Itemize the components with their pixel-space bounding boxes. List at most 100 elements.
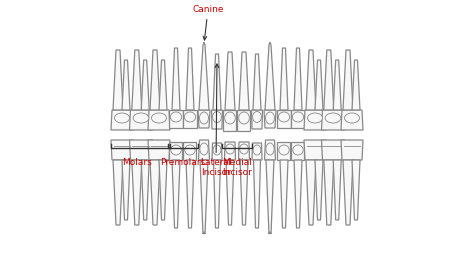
Polygon shape	[150, 160, 160, 225]
Ellipse shape	[152, 113, 166, 123]
Ellipse shape	[239, 144, 248, 154]
Ellipse shape	[185, 145, 195, 155]
Polygon shape	[294, 48, 302, 110]
Polygon shape	[226, 160, 234, 225]
Polygon shape	[294, 160, 302, 228]
Polygon shape	[240, 160, 248, 225]
Polygon shape	[141, 60, 149, 110]
Polygon shape	[148, 110, 170, 130]
Ellipse shape	[345, 113, 359, 123]
Polygon shape	[324, 50, 334, 110]
Polygon shape	[170, 142, 182, 160]
Polygon shape	[239, 52, 249, 110]
Polygon shape	[264, 110, 276, 128]
Polygon shape	[304, 110, 326, 130]
Polygon shape	[324, 160, 334, 225]
Polygon shape	[252, 110, 263, 129]
Polygon shape	[306, 50, 316, 110]
Polygon shape	[198, 110, 210, 128]
Polygon shape	[238, 142, 249, 160]
Polygon shape	[306, 160, 316, 225]
Polygon shape	[280, 48, 288, 110]
Polygon shape	[186, 160, 194, 228]
Polygon shape	[199, 140, 210, 160]
Polygon shape	[321, 110, 345, 130]
Polygon shape	[129, 140, 153, 160]
Polygon shape	[315, 160, 323, 220]
Ellipse shape	[266, 143, 274, 155]
Text: Lateral
Incisor: Lateral Incisor	[200, 64, 232, 177]
Polygon shape	[212, 143, 222, 160]
Ellipse shape	[171, 145, 181, 155]
Polygon shape	[343, 50, 353, 110]
Ellipse shape	[213, 111, 221, 123]
Ellipse shape	[253, 111, 261, 123]
Polygon shape	[199, 42, 209, 110]
Polygon shape	[224, 110, 237, 131]
Polygon shape	[343, 160, 353, 225]
Polygon shape	[111, 110, 133, 130]
Polygon shape	[352, 60, 360, 110]
Text: Molars: Molars	[123, 158, 152, 167]
Polygon shape	[113, 50, 123, 110]
Ellipse shape	[278, 112, 290, 122]
Polygon shape	[277, 142, 291, 160]
Polygon shape	[200, 160, 208, 234]
Polygon shape	[159, 160, 167, 220]
Polygon shape	[213, 160, 220, 228]
Polygon shape	[333, 60, 341, 110]
Polygon shape	[254, 160, 261, 228]
Polygon shape	[225, 52, 235, 110]
Polygon shape	[129, 110, 153, 130]
Polygon shape	[304, 140, 326, 160]
Polygon shape	[333, 160, 341, 220]
Polygon shape	[237, 110, 250, 131]
Ellipse shape	[292, 112, 304, 122]
Polygon shape	[141, 160, 149, 220]
Text: Medial
Incisor: Medial Incisor	[222, 158, 252, 177]
Polygon shape	[266, 160, 274, 234]
Polygon shape	[211, 110, 222, 129]
Polygon shape	[132, 160, 142, 225]
Ellipse shape	[200, 112, 209, 124]
Polygon shape	[341, 110, 363, 130]
Polygon shape	[265, 42, 275, 110]
Polygon shape	[183, 142, 197, 160]
Ellipse shape	[200, 143, 208, 155]
Text: Canine: Canine	[192, 5, 224, 40]
Polygon shape	[172, 48, 180, 110]
Polygon shape	[321, 140, 345, 160]
Polygon shape	[113, 160, 123, 225]
Polygon shape	[341, 140, 363, 160]
Polygon shape	[169, 110, 183, 128]
Polygon shape	[352, 160, 360, 220]
Ellipse shape	[115, 113, 129, 123]
Polygon shape	[148, 140, 170, 160]
Polygon shape	[315, 60, 323, 110]
Ellipse shape	[225, 112, 235, 124]
Polygon shape	[291, 110, 305, 128]
Polygon shape	[252, 143, 262, 160]
Ellipse shape	[253, 145, 261, 155]
Ellipse shape	[279, 145, 289, 155]
Polygon shape	[172, 160, 180, 228]
Ellipse shape	[213, 145, 221, 155]
Polygon shape	[132, 50, 142, 110]
Ellipse shape	[325, 113, 341, 123]
Ellipse shape	[170, 112, 182, 122]
Polygon shape	[159, 60, 167, 110]
Polygon shape	[122, 160, 130, 220]
Ellipse shape	[184, 112, 196, 122]
Polygon shape	[111, 140, 133, 160]
Ellipse shape	[226, 144, 235, 154]
Polygon shape	[213, 54, 221, 110]
Ellipse shape	[239, 112, 249, 124]
Polygon shape	[280, 160, 288, 228]
Polygon shape	[253, 54, 261, 110]
Polygon shape	[183, 110, 197, 128]
Polygon shape	[264, 140, 275, 160]
Polygon shape	[292, 142, 304, 160]
Ellipse shape	[265, 112, 274, 124]
Polygon shape	[225, 142, 236, 160]
Polygon shape	[122, 60, 130, 110]
